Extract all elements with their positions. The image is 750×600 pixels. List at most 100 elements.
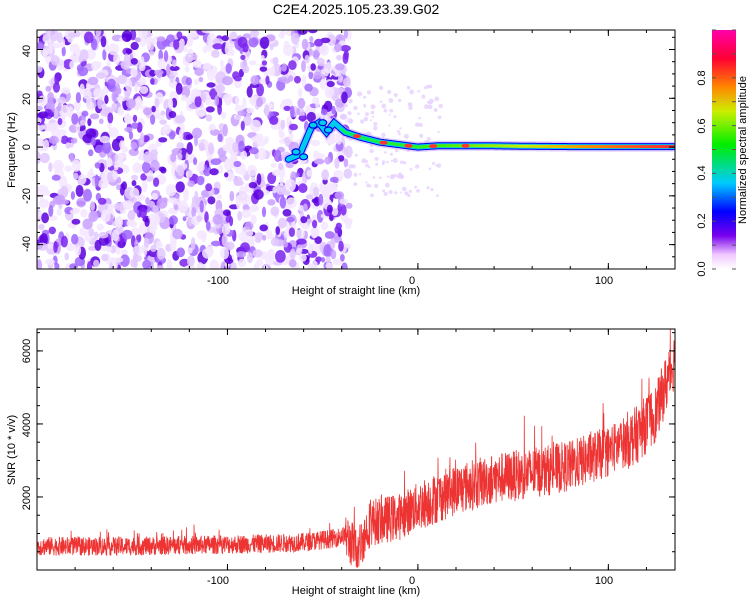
noise-blob — [83, 31, 94, 44]
noise-blob — [231, 262, 237, 269]
noise-blob — [193, 157, 198, 166]
noise-blob — [299, 253, 307, 262]
noise-blob — [205, 114, 213, 122]
colorbar-tick-label: 0.2 — [696, 213, 708, 228]
faint-blob — [357, 91, 363, 97]
noise-blob — [316, 209, 324, 223]
noise-blob — [325, 256, 331, 265]
faint-blob — [353, 105, 358, 111]
colorbar-ticks — [712, 29, 736, 270]
noise-blob — [73, 172, 79, 180]
noise-blob — [323, 244, 333, 258]
noise-blob — [306, 218, 313, 224]
noise-blob — [311, 228, 319, 239]
noise-blob — [47, 91, 54, 103]
spectrogram-frame — [36, 29, 676, 270]
faint-blob — [388, 98, 394, 103]
noise-blob — [326, 182, 336, 192]
noise-blob — [324, 231, 335, 239]
faint-blob — [391, 174, 394, 177]
noise-blob — [95, 30, 102, 37]
noise-blob — [173, 204, 179, 210]
noise-blob — [175, 181, 185, 193]
noise-blob — [272, 56, 279, 66]
noise-blob — [334, 43, 342, 52]
noise-blob — [150, 78, 155, 85]
noise-blob — [208, 142, 214, 155]
noise-blob — [237, 110, 246, 117]
noise-blob — [117, 106, 124, 116]
noise-blob — [116, 184, 121, 191]
noise-blob — [272, 186, 277, 194]
noise-blob — [249, 204, 259, 213]
noise-blob — [316, 57, 325, 67]
noise-blob — [309, 36, 314, 43]
noise-blob — [281, 63, 287, 72]
noise-blob — [54, 262, 60, 269]
noise-blob — [69, 209, 79, 215]
spectrogram-heatmap — [37, 30, 675, 269]
faint-blob — [373, 126, 378, 131]
noise-blob — [57, 118, 63, 125]
noise-blob — [95, 144, 104, 153]
noise-blob — [287, 75, 294, 82]
noise-blob — [64, 165, 72, 172]
noise-blob — [193, 79, 199, 85]
noise-blob — [248, 37, 259, 48]
noise-blob — [224, 172, 229, 178]
noise-blob — [194, 190, 199, 204]
faint-blob — [404, 191, 409, 196]
noise-blob — [37, 151, 41, 164]
noise-blob — [212, 214, 223, 225]
faint-blob — [360, 119, 365, 124]
colorbar-tick-label: 0.0 — [696, 261, 708, 276]
noise-blob — [144, 217, 150, 227]
faint-blob — [397, 98, 402, 103]
faint-blob — [394, 148, 399, 153]
noise-blob — [120, 254, 130, 267]
noise-blob — [278, 131, 285, 139]
noise-blob — [217, 103, 223, 116]
noise-blob — [88, 149, 94, 157]
noise-blob — [247, 252, 253, 264]
noise-blob — [256, 97, 263, 108]
faint-blob — [408, 189, 412, 193]
noise-blob — [37, 41, 45, 50]
noise-blob — [313, 158, 325, 165]
noise-blob — [165, 184, 177, 197]
noise-blob — [270, 237, 280, 247]
noise-blob — [323, 100, 333, 112]
noise-blob — [94, 174, 99, 187]
noise-blob — [298, 205, 305, 212]
faint-blob — [428, 167, 432, 170]
noise-blob — [221, 223, 231, 235]
noise-blob — [196, 175, 205, 186]
noise-blob — [270, 162, 277, 168]
noise-blob — [109, 262, 114, 269]
spectrogram-x-axis-label: Height of straight line (km) — [292, 285, 420, 297]
noise-blob — [224, 258, 234, 264]
noise-blob — [335, 222, 342, 230]
noise-blob — [101, 253, 109, 262]
noise-blob — [221, 35, 229, 42]
noise-blob — [324, 156, 332, 165]
noise-blob — [217, 85, 222, 98]
noise-blob — [128, 131, 134, 140]
noise-blob — [48, 162, 53, 173]
noise-blob — [142, 259, 151, 269]
noise-blob — [160, 125, 171, 135]
noise-blob — [76, 197, 87, 208]
noise-blob — [81, 110, 89, 117]
noise-blob — [142, 161, 151, 174]
noise-blob — [314, 236, 323, 245]
noise-blob — [124, 114, 133, 125]
noise-blob — [177, 153, 183, 161]
noise-blob — [49, 30, 59, 42]
noise-blob — [242, 97, 247, 110]
faint-blob — [402, 186, 407, 192]
faint-blob — [370, 193, 374, 198]
noise-blob — [45, 101, 56, 111]
noise-blob — [185, 134, 194, 140]
noise-blob — [279, 196, 287, 209]
noise-blob — [137, 155, 144, 161]
